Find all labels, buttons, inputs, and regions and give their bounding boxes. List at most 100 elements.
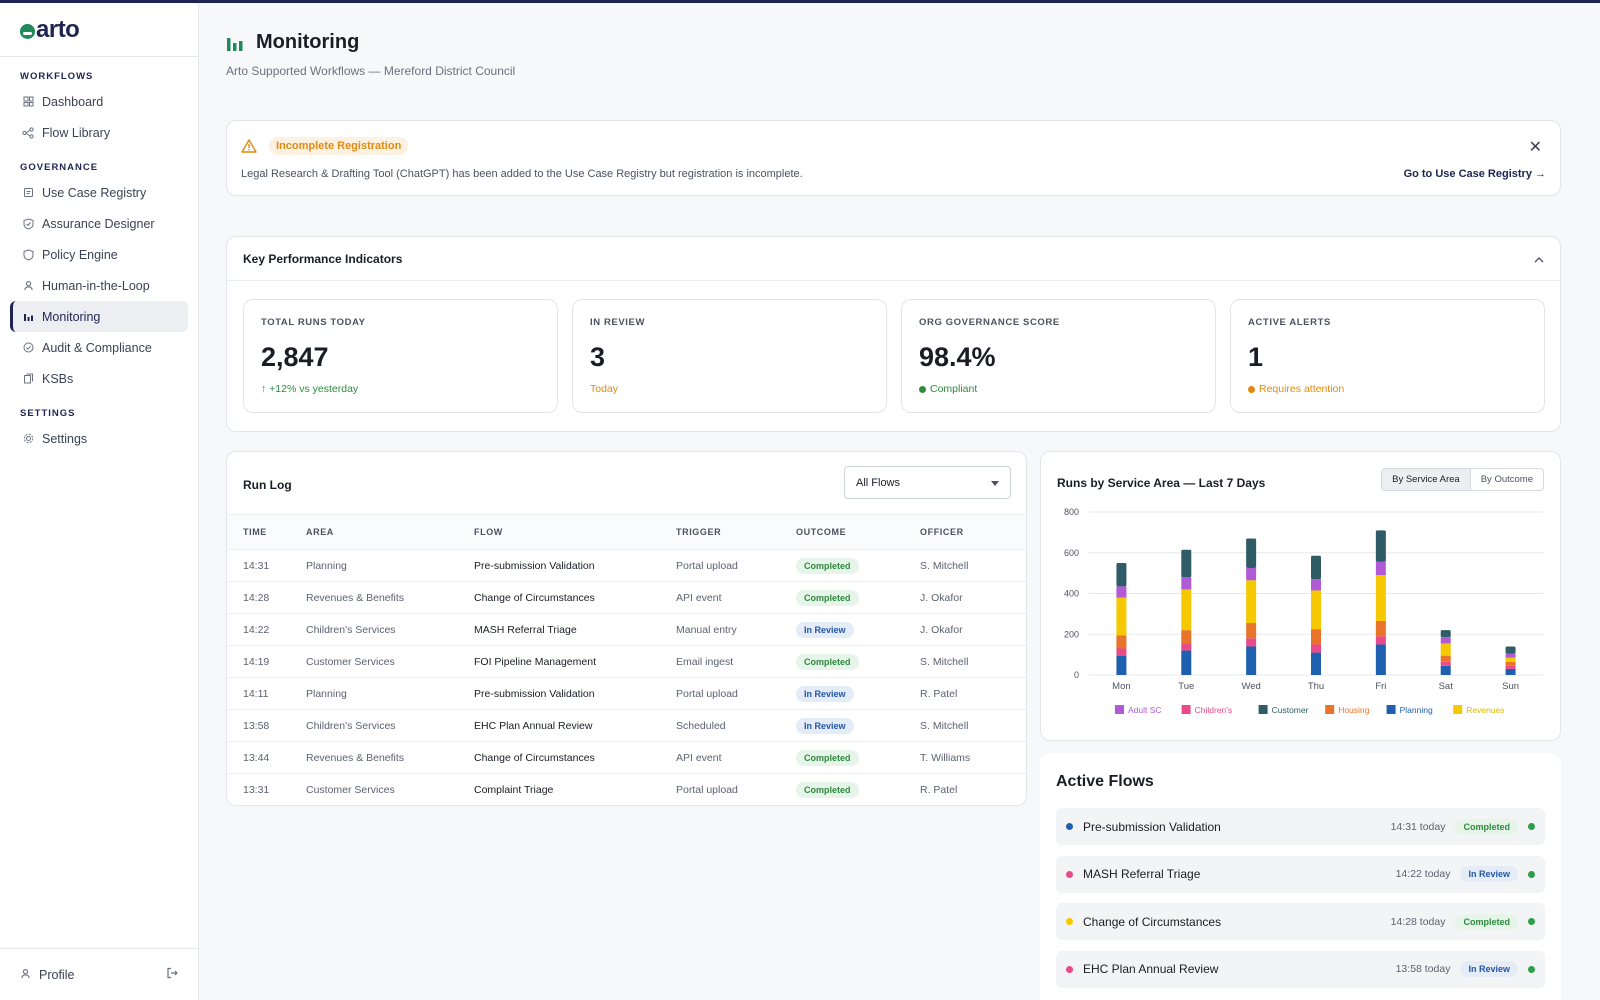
- bar-segment-planning[interactable]: [1311, 652, 1321, 675]
- table-row[interactable]: 13:58 Children's Services EHC Plan Annual …: [227, 710, 1026, 742]
- toggle-by-outcome[interactable]: By Outcome: [1480, 474, 1533, 485]
- bar-segment-revenues[interactable]: [1181, 589, 1192, 631]
- bar-segment-adult-sc[interactable]: [1375, 561, 1386, 576]
- bar-segment-housing[interactable]: [1375, 621, 1386, 637]
- column-header-time[interactable]: TIME: [243, 527, 267, 537]
- bar-segment-revenues[interactable]: [1505, 657, 1516, 662]
- bar-segment-adult-sc[interactable]: [1116, 586, 1127, 598]
- bar-segment-planning[interactable]: [1440, 665, 1451, 675]
- bar-segment-adult-sc[interactable]: [1440, 637, 1451, 644]
- table-row[interactable]: 14:22 Children's Services MASH Referral Tr…: [227, 614, 1026, 646]
- bar-segment-adult-sc[interactable]: [1246, 568, 1257, 581]
- close-icon[interactable]: ✕: [1528, 139, 1542, 156]
- cell-officer: J. Okafor: [920, 623, 963, 636]
- nav-section-settings: SETTINGS: [20, 408, 76, 419]
- bar-segment-housing[interactable]: [1440, 655, 1451, 662]
- bar-segment-customer[interactable]: [1375, 530, 1386, 562]
- bar-segment-housing[interactable]: [1116, 635, 1127, 649]
- bar-segment-customer[interactable]: [1181, 549, 1192, 578]
- bar-segment-planning[interactable]: [1181, 650, 1192, 675]
- bar-segment-adult-sc[interactable]: [1181, 577, 1192, 590]
- active-flow-item[interactable]: MASH Referral Triage 14:22 today In Review: [1056, 855, 1545, 893]
- legend-swatch: [1453, 705, 1463, 714]
- run-log-table: TIME AREA FLOW TRIGGER OUTCOME OFFICER 14:31 Pl…: [227, 514, 1026, 805]
- table-row[interactable]: 13:31 Customer Services Complaint Triage Po…: [227, 774, 1026, 805]
- alert-badge: Incomplete Registration: [269, 137, 409, 155]
- bar-segment-revenues[interactable]: [1246, 580, 1257, 624]
- table-row[interactable]: 14:19 Customer Services FOI Pipeline Manag…: [227, 646, 1026, 678]
- column-header-officer[interactable]: OFFICER: [920, 527, 964, 537]
- bar-segment-children-s[interactable]: [1375, 636, 1386, 645]
- bar-segment-planning[interactable]: [1375, 644, 1386, 675]
- sidebar-item-audit-compliance[interactable]: Audit & Compliance: [10, 332, 188, 363]
- go-to-registry-link[interactable]: Go to Use Case Registry →: [1403, 168, 1546, 180]
- bar-segment-children-s[interactable]: [1246, 638, 1257, 647]
- bar-segment-revenues[interactable]: [1440, 643, 1451, 656]
- kpi-subtext: Compliant: [919, 383, 1198, 395]
- sidebar-item-assurance-designer[interactable]: Assurance Designer: [10, 208, 188, 239]
- sidebar-item-dashboard[interactable]: Dashboard: [10, 86, 188, 117]
- bar-segment-planning[interactable]: [1505, 668, 1516, 675]
- bar-segment-children-s[interactable]: [1311, 644, 1321, 653]
- bar-segment-customer[interactable]: [1311, 555, 1321, 580]
- x-tick-label: Tue: [1178, 681, 1194, 692]
- sidebar-item-settings[interactable]: Settings: [10, 423, 188, 454]
- column-header-trigger[interactable]: TRIGGER: [676, 527, 722, 537]
- bar-segment-children-s[interactable]: [1116, 648, 1127, 656]
- active-flow-item[interactable]: Change of Circumstances 14:28 today Comple…: [1056, 903, 1545, 940]
- column-header-outcome[interactable]: OUTCOME: [796, 527, 847, 537]
- table-row[interactable]: 14:28 Revenues & Benefits Change of Circum…: [227, 582, 1026, 614]
- sidebar-item-use-case-registry[interactable]: Use Case Registry: [10, 177, 188, 208]
- table-row[interactable]: 14:11 Planning Pre-submission Validation Po…: [227, 678, 1026, 710]
- cell-time: 14:19: [243, 655, 270, 668]
- profile-link[interactable]: Profile: [39, 967, 75, 982]
- caret-down-icon: [991, 477, 999, 489]
- x-tick-label: Wed: [1241, 681, 1260, 692]
- chevron-up-icon[interactable]: [1534, 252, 1544, 266]
- sidebar-item-policy-engine[interactable]: Policy Engine: [10, 239, 188, 270]
- bar-segment-revenues[interactable]: [1116, 597, 1127, 636]
- flow-filter-select[interactable]: All Flows: [844, 466, 1011, 499]
- table-row[interactable]: 13:44 Revenues & Benefits Change of Circum…: [227, 742, 1026, 774]
- bar-segment-children-s[interactable]: [1505, 665, 1516, 669]
- column-header-flow[interactable]: FLOW: [474, 527, 503, 537]
- bar-segment-revenues[interactable]: [1311, 590, 1321, 630]
- logo[interactable]: arto: [0, 3, 198, 57]
- cell-flow: Pre-submission Validation: [474, 559, 595, 572]
- sidebar-item-label: Use Case Registry: [42, 185, 147, 200]
- bar-segment-housing[interactable]: [1181, 630, 1192, 644]
- toggle-by-service-area[interactable]: By Service Area: [1382, 469, 1471, 490]
- bar-segment-customer[interactable]: [1246, 538, 1257, 569]
- cell-officer: R. Patel: [920, 687, 958, 700]
- nodes-icon: [22, 126, 34, 139]
- bar-segment-children-s[interactable]: [1440, 661, 1451, 666]
- active-flow-item[interactable]: Pre-submission Validation 14:31 today Comp…: [1056, 808, 1545, 845]
- bar-segment-planning[interactable]: [1116, 655, 1127, 675]
- bar-segment-housing[interactable]: [1246, 623, 1257, 639]
- bar-segment-adult-sc[interactable]: [1311, 579, 1321, 591]
- bar-segment-customer[interactable]: [1440, 630, 1451, 638]
- bar-segment-customer[interactable]: [1116, 562, 1127, 587]
- column-header-area[interactable]: AREA: [306, 527, 334, 537]
- sidebar-item-ksbs[interactable]: KSBs: [10, 363, 188, 394]
- sidebar-item-human-in-the-loop[interactable]: Human-in-the-Loop: [10, 270, 188, 301]
- kpi-card-active-alerts: ACTIVE ALERTS 1 Requires attention: [1230, 299, 1545, 413]
- logout-icon[interactable]: [166, 967, 178, 982]
- bar-segment-revenues[interactable]: [1375, 575, 1386, 622]
- outcome-badge: Completed: [796, 781, 859, 798]
- x-tick-label: Mon: [1112, 681, 1130, 692]
- bar-segment-children-s[interactable]: [1181, 643, 1192, 651]
- bar-segment-planning[interactable]: [1246, 646, 1257, 675]
- sidebar-item-flow-library[interactable]: Flow Library: [10, 117, 188, 148]
- table-row[interactable]: 14:31 Planning Pre-submission Validation Po…: [227, 550, 1026, 582]
- bar-segment-adult-sc[interactable]: [1505, 653, 1516, 658]
- live-status-dot-icon: [1528, 823, 1535, 830]
- page-subtitle: Arto Supported Workflows — Mereford Dist…: [226, 64, 516, 78]
- bar-segment-housing[interactable]: [1505, 661, 1516, 666]
- bar-segment-customer[interactable]: [1505, 646, 1516, 654]
- bar-segment-housing[interactable]: [1311, 629, 1321, 645]
- kpi-header[interactable]: Key Performance Indicators: [227, 237, 1560, 281]
- gear-icon: [22, 433, 34, 445]
- sidebar-item-monitoring[interactable]: Monitoring: [10, 301, 188, 332]
- active-flow-item[interactable]: EHC Plan Annual Review 13:58 today In Revi…: [1056, 950, 1545, 988]
